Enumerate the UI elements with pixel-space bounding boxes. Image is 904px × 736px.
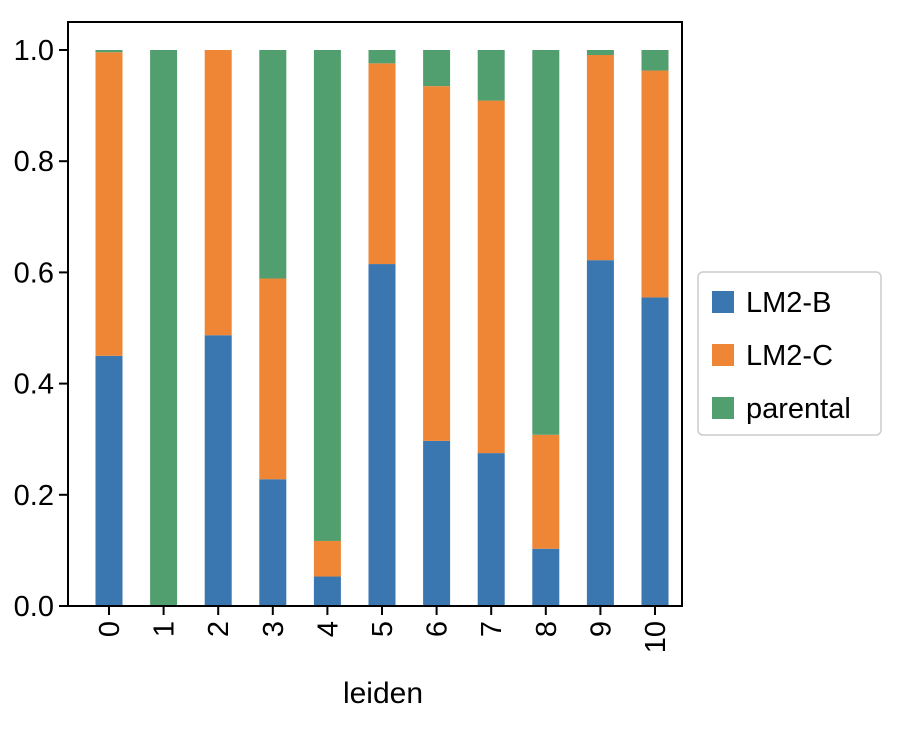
bar-lm2-c-3 bbox=[259, 278, 287, 480]
bar-parental-0 bbox=[95, 50, 123, 53]
y-tick-label: 1.0 bbox=[14, 35, 54, 67]
bar-parental-10 bbox=[641, 50, 669, 71]
x-axis-title: leiden bbox=[343, 677, 423, 710]
bar-parental-8 bbox=[532, 50, 560, 435]
bar-lm2-b-10 bbox=[641, 297, 669, 606]
legend-label-lm2-c: LM2-C bbox=[746, 340, 833, 372]
bar-lm2-c-9 bbox=[586, 55, 614, 261]
bar-lm2-b-4 bbox=[313, 576, 341, 606]
x-tick-label: 7 bbox=[476, 621, 508, 637]
bar-lm2-c-10 bbox=[641, 70, 669, 298]
x-tick-label: 1 bbox=[149, 621, 181, 637]
x-tick-label: 9 bbox=[585, 621, 617, 637]
y-tick-label: 0.4 bbox=[14, 369, 54, 401]
y-tick-label: 0.6 bbox=[14, 257, 54, 289]
x-tick-label: 4 bbox=[312, 621, 344, 637]
legend-swatch-lm2-c bbox=[712, 344, 734, 366]
y-axis: 0.0 0.2 0.4 0.6 0.8 1.0 bbox=[14, 35, 68, 623]
x-tick-label: 6 bbox=[422, 621, 454, 637]
bar-lm2-c-7 bbox=[477, 100, 505, 454]
bar-lm2-b-9 bbox=[586, 260, 614, 606]
x-tick-label: 2 bbox=[203, 621, 235, 637]
y-tick-label: 0.2 bbox=[14, 480, 54, 512]
legend-label-parental: parental bbox=[746, 393, 851, 425]
bar-parental-5 bbox=[368, 50, 396, 64]
bar-lm2-b-7 bbox=[477, 453, 505, 606]
bar-parental-4 bbox=[313, 50, 341, 541]
y-tick-label: 0.8 bbox=[14, 146, 54, 178]
legend-label-lm2-b: LM2-B bbox=[746, 287, 831, 319]
bar-lm2-b-8 bbox=[532, 548, 560, 606]
legend-swatch-lm2-b bbox=[712, 291, 734, 313]
bar-parental-3 bbox=[259, 50, 287, 279]
bar-lm2-b-5 bbox=[368, 264, 396, 606]
bar-lm2-c-4 bbox=[313, 540, 341, 577]
bar-lm2-c-5 bbox=[368, 63, 396, 265]
bar-lm2-b-0 bbox=[95, 355, 123, 606]
bar-lm2-c-2 bbox=[204, 50, 232, 336]
bar-lm2-b-6 bbox=[423, 440, 451, 606]
x-tick-label: 5 bbox=[367, 621, 399, 637]
bar-lm2-c-6 bbox=[423, 86, 451, 441]
legend-box bbox=[697, 271, 882, 436]
bar-lm2-b-2 bbox=[204, 335, 232, 606]
bar-parental-1 bbox=[150, 50, 178, 606]
bar-parental-6 bbox=[423, 50, 451, 87]
y-tick-label: 0.0 bbox=[14, 591, 54, 623]
plot-frame bbox=[67, 21, 683, 607]
bar-lm2-c-0 bbox=[95, 52, 123, 356]
bar-lm2-c-8 bbox=[532, 434, 560, 549]
bar-lm2-b-3 bbox=[259, 479, 287, 606]
x-axis: 0 1 2 3 4 5 6 7 8 9 10 bbox=[94, 606, 672, 653]
x-tick-label: 3 bbox=[258, 621, 290, 637]
bars-group bbox=[95, 50, 669, 606]
bar-parental-7 bbox=[477, 50, 505, 101]
x-tick-label: 0 bbox=[94, 621, 126, 637]
x-tick-label: 10 bbox=[640, 621, 672, 653]
legend-swatch-parental bbox=[712, 397, 734, 419]
x-tick-label: 8 bbox=[531, 621, 563, 637]
bar-parental-9 bbox=[586, 50, 614, 56]
legend: LM2-B LM2-C parental bbox=[697, 271, 882, 436]
